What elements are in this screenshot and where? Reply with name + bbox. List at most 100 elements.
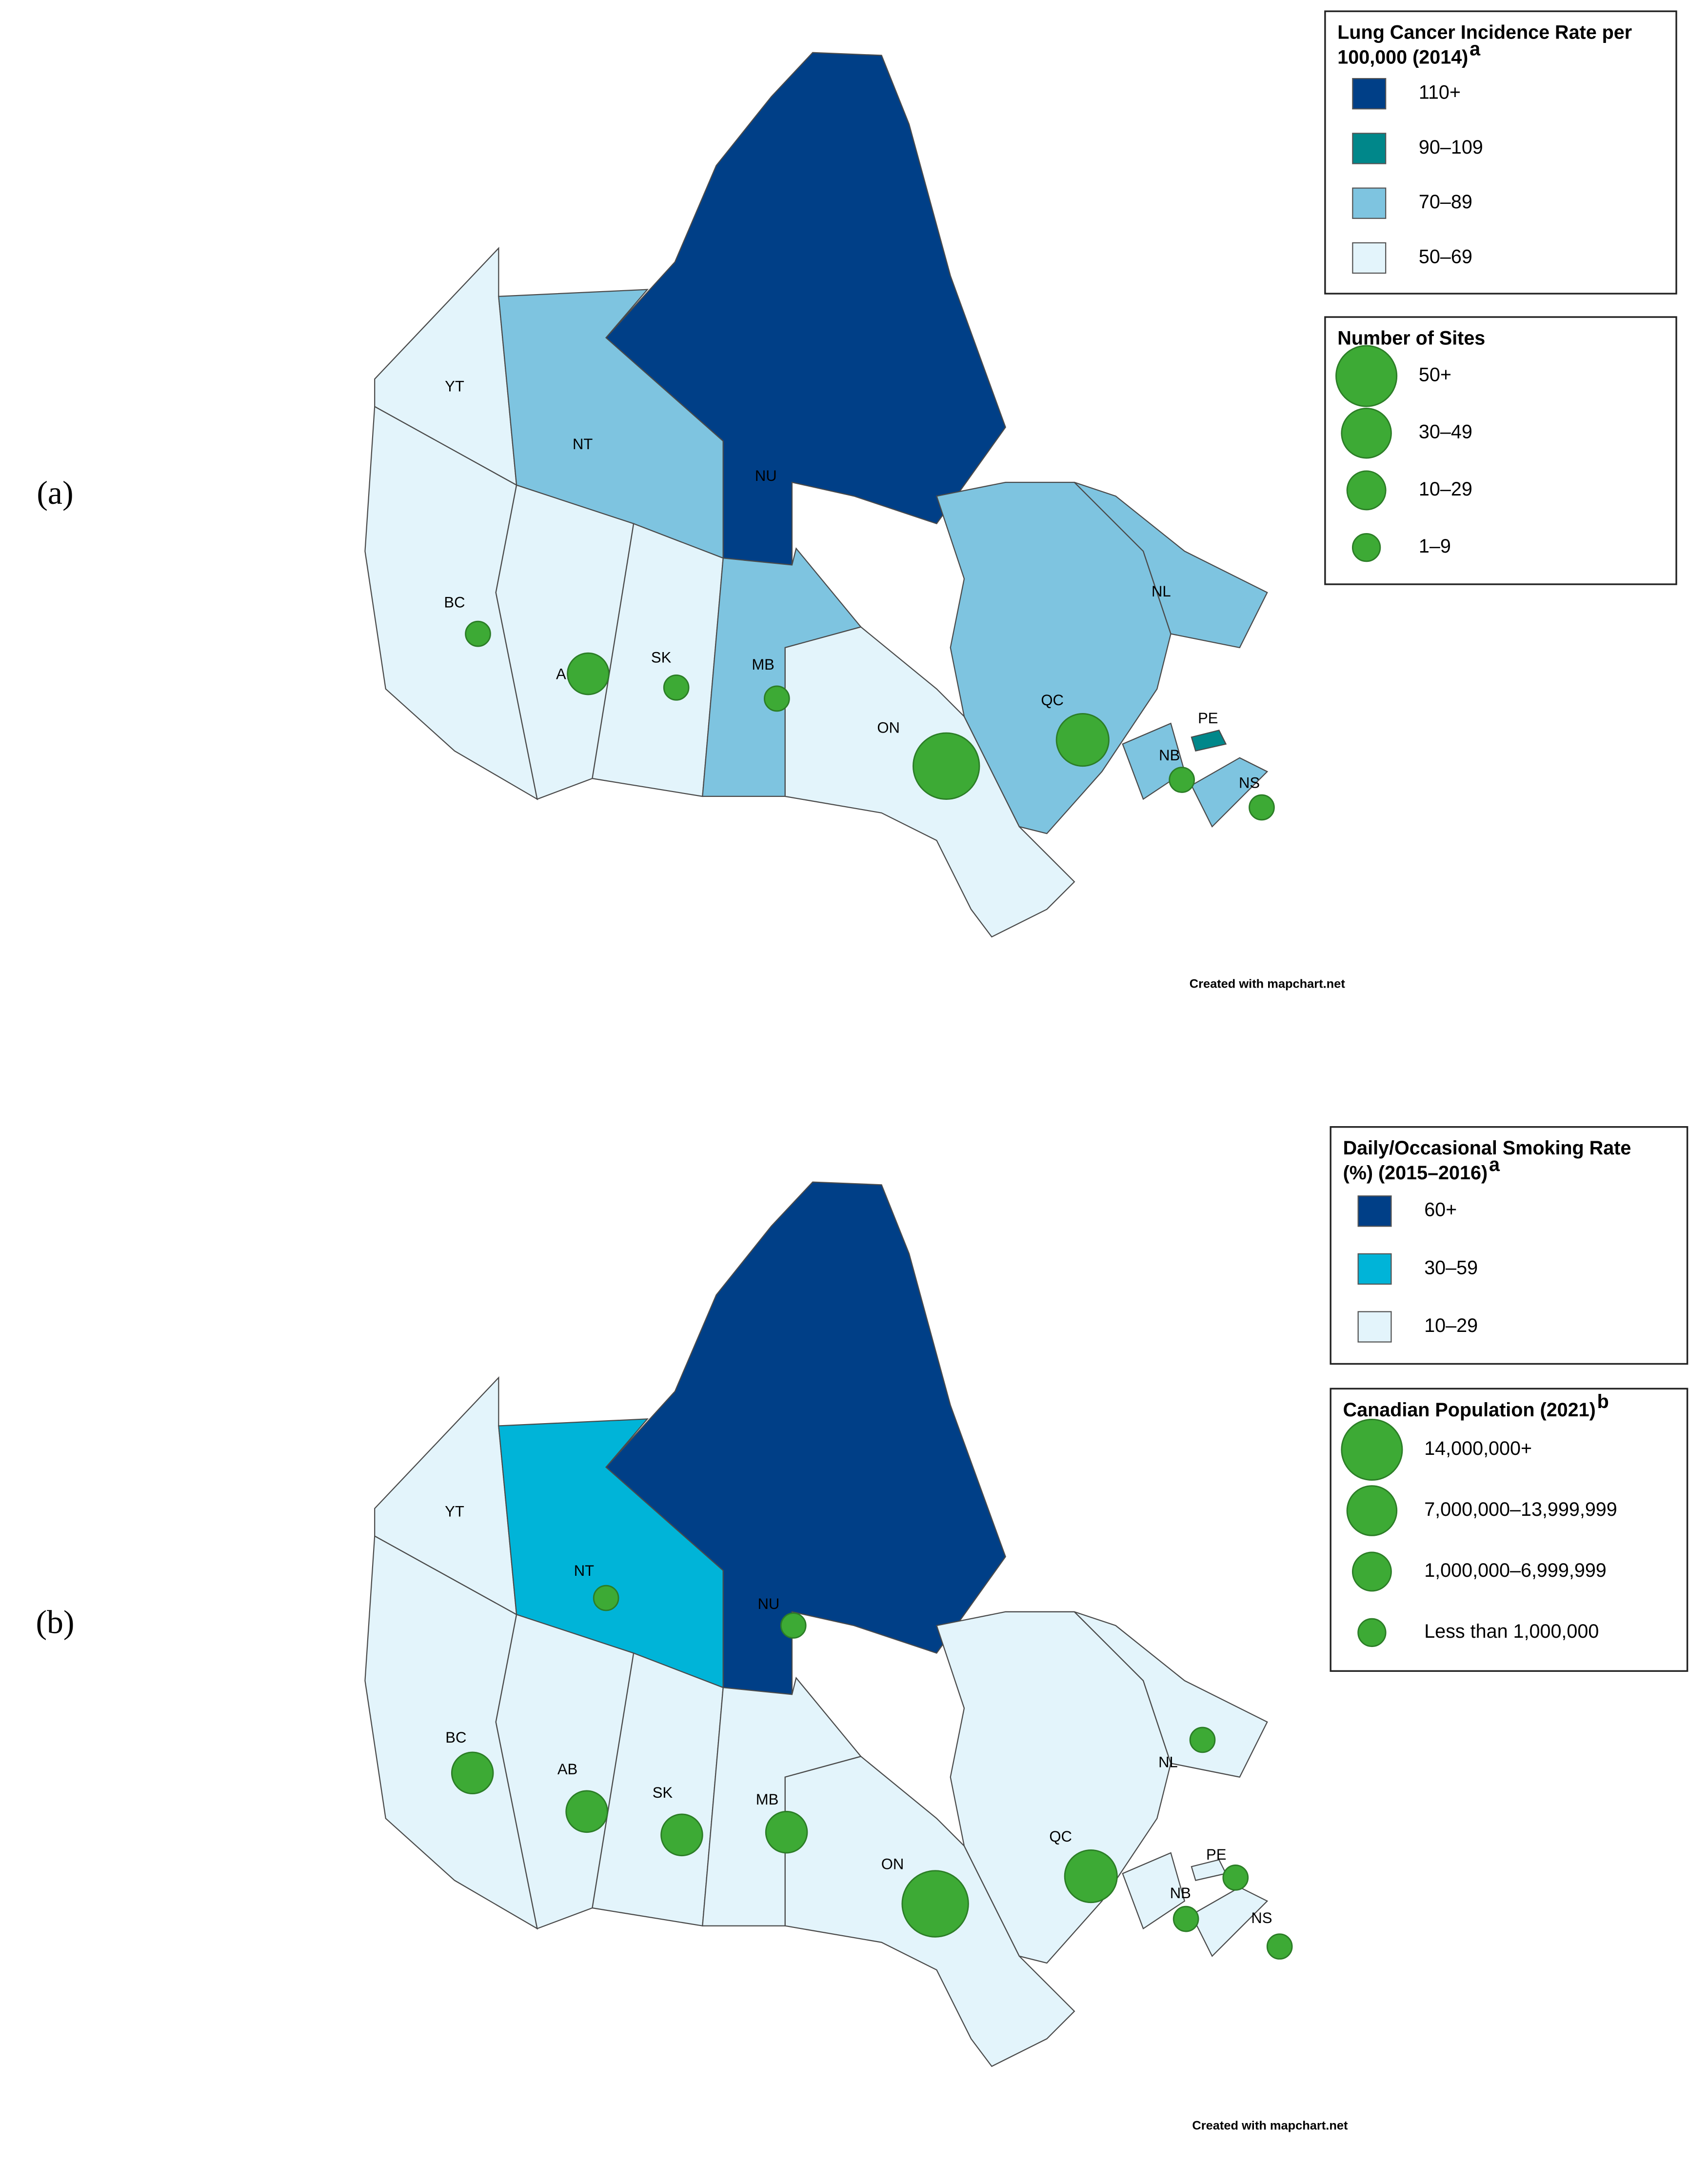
size-bubble bbox=[565, 1790, 608, 1833]
panel: (b) Created with mapchart.net YT NT NU BC AB SK… bbox=[36, 1126, 1688, 2133]
credit: Created with mapchart.net bbox=[1192, 2119, 1348, 2133]
legend-label: 10–29 bbox=[1419, 478, 1472, 500]
region bbox=[1191, 1886, 1269, 1957]
legend-swatch bbox=[1352, 133, 1387, 164]
legend-swatch bbox=[1357, 1311, 1392, 1343]
region-label: NS bbox=[1251, 1909, 1272, 1926]
region-label: QC bbox=[1041, 692, 1064, 709]
legend-title: Number of Sites bbox=[1337, 328, 1485, 349]
region-label: ON bbox=[877, 719, 900, 736]
legend-bubble bbox=[1346, 1485, 1398, 1536]
panel-label: (a) bbox=[37, 475, 73, 511]
legend-label: 1–9 bbox=[1419, 536, 1451, 557]
legend-bubble bbox=[1351, 1551, 1392, 1592]
legend-bubble bbox=[1335, 345, 1398, 407]
legend-title: Canadian Population (2021) bbox=[1343, 1399, 1596, 1421]
size-bubble bbox=[451, 1751, 494, 1795]
size-bubble bbox=[1222, 1865, 1249, 1891]
legend-swatch bbox=[1352, 242, 1387, 274]
region bbox=[1074, 481, 1268, 649]
region bbox=[1074, 1611, 1268, 1778]
legend-superscript: b bbox=[1597, 1391, 1609, 1412]
region-label: NU bbox=[757, 1595, 779, 1612]
size-bubble bbox=[901, 1870, 969, 1938]
region-label: NB bbox=[1170, 1885, 1191, 1902]
legend-title: 100,000 (2014) bbox=[1337, 46, 1468, 68]
region-label: PE bbox=[1198, 710, 1218, 727]
region bbox=[1191, 730, 1227, 752]
size-bubble bbox=[567, 652, 610, 695]
size-bubble bbox=[764, 685, 790, 712]
legend-bubble bbox=[1341, 407, 1392, 459]
region-label: NL bbox=[1152, 583, 1171, 600]
size-bubble bbox=[1266, 1933, 1293, 1960]
legend-label: 7,000,000–13,999,999 bbox=[1424, 1499, 1617, 1520]
legend-title: Daily/Occasional Smoking Rate bbox=[1343, 1137, 1631, 1159]
legend-label: 10–29 bbox=[1424, 1315, 1478, 1336]
region bbox=[495, 484, 635, 800]
legend-bubble bbox=[1357, 1618, 1387, 1647]
region bbox=[495, 1613, 635, 1929]
region bbox=[1122, 1852, 1186, 1930]
region bbox=[1191, 757, 1269, 828]
size-bubble bbox=[660, 1813, 703, 1857]
region-label: BC bbox=[444, 594, 465, 611]
region-label: YT bbox=[445, 1503, 464, 1520]
legend-bubble bbox=[1346, 470, 1387, 511]
legend-swatch bbox=[1352, 187, 1387, 219]
region-label: BC bbox=[445, 1729, 466, 1746]
legend-label: 30–59 bbox=[1424, 1257, 1478, 1278]
panel-label: (b) bbox=[36, 1604, 74, 1641]
size-bubble bbox=[465, 620, 491, 647]
legend-swatch bbox=[1352, 78, 1387, 110]
legend-superscript: a bbox=[1489, 1154, 1500, 1175]
legend-title: (%) (2015–2016) bbox=[1343, 1162, 1488, 1184]
legend-label: 110+ bbox=[1419, 82, 1461, 103]
legend-label: Less than 1,000,000 bbox=[1424, 1621, 1599, 1642]
size-bubble bbox=[1055, 713, 1110, 767]
credit: Created with mapchart.net bbox=[1190, 977, 1346, 991]
legend-label: 60+ bbox=[1424, 1199, 1457, 1221]
legend-swatch bbox=[1357, 1195, 1392, 1227]
legend-label: 50–69 bbox=[1419, 246, 1472, 267]
legend-label: 50+ bbox=[1419, 364, 1451, 385]
region-label: MB bbox=[756, 1791, 779, 1808]
size-bubble bbox=[1169, 767, 1195, 793]
region-label: SK bbox=[653, 1784, 673, 1801]
size-bubble bbox=[663, 674, 690, 701]
size-bubble bbox=[780, 1612, 807, 1639]
region-label: NT bbox=[573, 436, 593, 453]
region-label: MB bbox=[752, 656, 775, 673]
legend-title: Lung Cancer Incidence Rate per bbox=[1337, 22, 1632, 43]
region-label: ON bbox=[881, 1856, 904, 1873]
legend-label: 70–89 bbox=[1419, 191, 1472, 213]
size-bubble bbox=[913, 732, 980, 800]
legend-bubble bbox=[1341, 1418, 1403, 1481]
region-label: PE bbox=[1206, 1846, 1226, 1863]
legend-label: 1,000,000–6,999,999 bbox=[1424, 1560, 1607, 1581]
region-label: NT bbox=[574, 1562, 594, 1579]
region-label: QC bbox=[1049, 1828, 1072, 1845]
size-bubble bbox=[1249, 794, 1275, 821]
size-bubble bbox=[1172, 1905, 1199, 1932]
region-label: NL bbox=[1158, 1754, 1178, 1771]
legend-swatch bbox=[1357, 1253, 1392, 1285]
size-bubble bbox=[1064, 1849, 1118, 1904]
size-bubble bbox=[765, 1810, 808, 1854]
legend-superscript: a bbox=[1470, 38, 1481, 60]
region-label: YT bbox=[445, 377, 464, 395]
legend-label: 90–109 bbox=[1419, 137, 1483, 158]
region-label: SK bbox=[651, 649, 672, 666]
region-label: AB bbox=[557, 1761, 577, 1778]
region-label: NS bbox=[1239, 774, 1260, 792]
region-label: NU bbox=[755, 467, 777, 484]
legend-label: 30–49 bbox=[1419, 421, 1472, 443]
size-bubble bbox=[1189, 1726, 1216, 1753]
legend-bubble bbox=[1351, 533, 1381, 562]
panel: (a)Created with mapchart.netYTNTNUBCABSK… bbox=[37, 10, 1677, 991]
legend-label: 14,000,000+ bbox=[1424, 1438, 1532, 1459]
size-bubble bbox=[593, 1585, 619, 1611]
region-label: NB bbox=[1159, 747, 1180, 764]
